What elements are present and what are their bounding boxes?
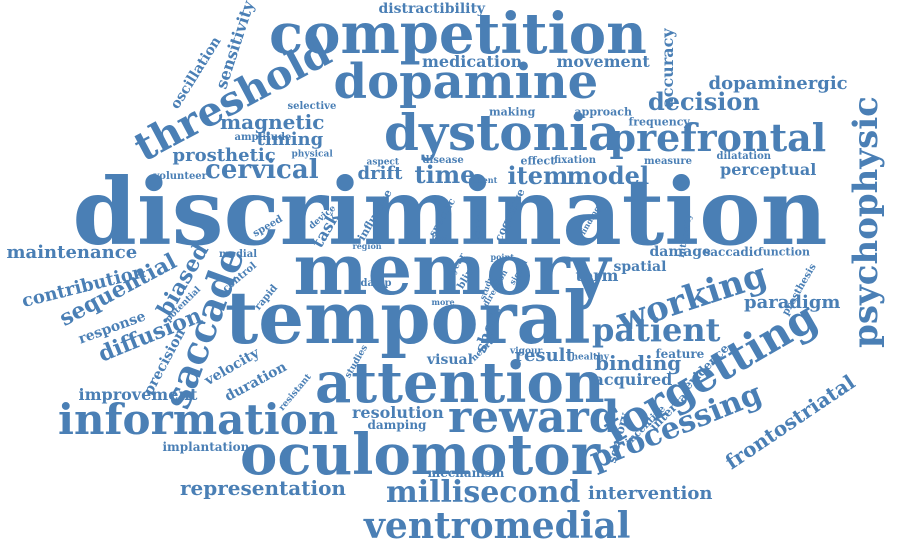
word-patient: patient	[592, 311, 721, 349]
word-memory: memory	[293, 228, 611, 311]
word-drift: drift	[357, 163, 403, 184]
word-intervention: intervention	[588, 483, 713, 504]
word-measure: measure	[644, 156, 692, 167]
word-item: item	[507, 161, 569, 190]
word-implantation: implantation	[162, 440, 250, 454]
word-prosthetic: prosthetic	[172, 145, 276, 166]
word-magnetic: magnetic	[220, 110, 325, 134]
word-paradigm: paradigm	[744, 292, 841, 313]
word-selective: selective	[287, 101, 337, 112]
word-cervical: cervical	[205, 155, 319, 185]
word-medication: medication	[422, 52, 523, 71]
word-reward: reward	[448, 392, 620, 443]
word-acquired: acquired	[593, 370, 673, 389]
word-effect: effect	[520, 154, 556, 168]
word-movement: movement	[556, 52, 650, 71]
word-dystonia: dystonia	[384, 103, 621, 162]
word-healthy: healthy	[571, 352, 609, 363]
word-timing: timing	[256, 129, 324, 150]
word-competition: competition	[269, 1, 647, 67]
word-binding: binding	[595, 351, 682, 375]
word-dopaminergic: dopaminergic	[708, 73, 848, 94]
word-damp: damp	[360, 278, 392, 289]
word-model: model	[566, 161, 650, 190]
word-spatial: spatial	[613, 259, 667, 275]
word-dilatation: dilatation	[716, 151, 772, 162]
word-medial: medial	[219, 249, 258, 260]
word-perceptual: perceptual	[720, 160, 817, 179]
word-feature: feature	[655, 347, 705, 361]
word-making: making	[489, 105, 536, 119]
word-volunteer: volunteer	[153, 171, 207, 182]
word-result: result	[514, 345, 574, 366]
word-decision: decision	[648, 87, 760, 116]
word-psychophysic: psychophysic	[845, 96, 886, 348]
word-damping: damping	[367, 418, 427, 432]
word-point: point	[490, 252, 514, 262]
word-visual: visual	[427, 352, 473, 368]
word-vigour: vigour	[510, 346, 543, 357]
word-oculomotor: oculomotor	[240, 422, 601, 488]
word-improvement: improvement	[78, 385, 198, 404]
word-discrimination: discrimination	[72, 158, 828, 266]
word-amplitude: amplitude	[234, 132, 292, 143]
word-temporal: temporal	[225, 275, 591, 360]
word-more: more	[431, 297, 455, 307]
word-lost: lost	[431, 233, 449, 243]
word-dopamine: dopamine	[333, 54, 599, 110]
word-region: region	[352, 241, 382, 251]
word-recent: recent	[468, 175, 498, 185]
word-aspect: aspect	[366, 157, 400, 168]
word-maintenance: maintenance	[6, 242, 138, 263]
word-resolution: resolution	[352, 403, 444, 422]
word-information: information	[58, 395, 339, 444]
word-time: time	[414, 160, 476, 189]
word-ventromedial: ventromedial	[364, 505, 631, 546]
word-saccadic: saccadic	[703, 245, 761, 259]
word-fixation: fixation	[554, 155, 597, 166]
word-frequency: frequency	[628, 115, 690, 129]
word-approach: approach	[574, 105, 632, 119]
word-physical: physical	[291, 149, 333, 160]
word-term: term	[575, 266, 619, 285]
word-accuracy: accuracy	[658, 28, 678, 108]
word-mechanism: mechanism	[427, 466, 505, 480]
word-disease: disease	[422, 155, 464, 166]
word-representation: representation	[180, 476, 346, 500]
word-distractibility: distractibility	[378, 1, 486, 17]
word-damage: damage	[649, 244, 711, 260]
word-millisecond: millisecond	[386, 475, 581, 510]
word-prefrontal: prefrontal	[609, 115, 827, 160]
word-function: function	[758, 245, 811, 259]
word-attention: attention	[315, 350, 605, 416]
